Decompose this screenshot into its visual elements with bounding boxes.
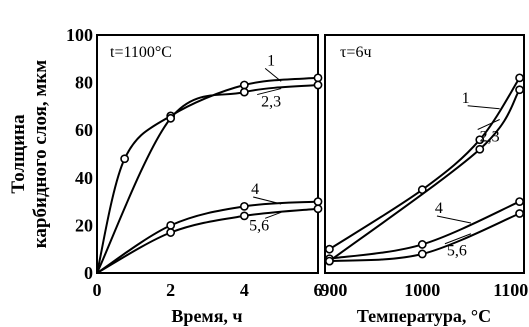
data-point [417, 240, 427, 249]
data-point [475, 144, 485, 154]
y-tick-label: 60 [75, 120, 93, 140]
x-tick-label: 1100 [493, 280, 528, 300]
x-tick-label: 6 [314, 280, 323, 300]
series-line [329, 200, 521, 260]
data-point [515, 209, 524, 218]
series-label: 5,6 [249, 217, 269, 234]
x-tick-label: 2 [166, 280, 175, 300]
temperature-panel-frame [324, 34, 525, 274]
series-label-leader [253, 196, 282, 205]
data-point [166, 220, 176, 230]
data-point [166, 228, 176, 237]
y-axis-title-line1: Толщина [8, 114, 29, 194]
y-tick-label: 20 [75, 215, 93, 235]
series-line [96, 84, 319, 274]
data-point [417, 249, 427, 259]
data-point [515, 197, 524, 206]
series-label-leader [264, 211, 282, 219]
x-tick-label: 1000 [404, 280, 440, 300]
y-tick-label: 100 [66, 25, 93, 45]
series-label: 1 [462, 90, 470, 107]
y-axis-title-line2: карбидного слоя, мкм [30, 60, 51, 249]
temperature-x-axis-title: Температура, °С [357, 306, 491, 326]
series-label-leader [444, 233, 472, 245]
series-label-leader [257, 88, 282, 96]
series-label: 2,3 [261, 94, 281, 111]
series-line [96, 200, 319, 274]
data-point [515, 85, 524, 95]
series-label-leader [477, 119, 500, 130]
data-point [325, 256, 334, 266]
time-panel-condition: t=1100°C [110, 44, 172, 61]
series-label: 2,3 [480, 128, 500, 145]
series-line [96, 207, 319, 274]
series-line [96, 76, 319, 274]
data-point [166, 113, 176, 123]
series-label-leader [467, 105, 500, 110]
data-point [239, 211, 249, 221]
x-tick-label: 0 [93, 280, 102, 300]
data-point [313, 80, 323, 90]
data-point [239, 80, 249, 90]
series-line [328, 89, 521, 262]
y-tick-label: 0 [84, 263, 93, 283]
data-point [475, 135, 485, 145]
y-tick-label: 40 [75, 168, 93, 188]
data-point [239, 201, 249, 211]
data-point [313, 73, 323, 83]
data-point [325, 244, 334, 254]
data-point [515, 73, 524, 83]
data-point [313, 204, 323, 214]
data-point [120, 154, 130, 164]
time-panel-plot: 0 2 4 6 1 2,3 4 5,6 [93, 52, 323, 300]
time-x-axis-title: Время, ч [171, 306, 242, 326]
series-label-leader [436, 215, 472, 224]
series-label: 1 [267, 52, 275, 69]
series-label: 4 [251, 181, 259, 198]
data-point [239, 87, 249, 97]
time-panel-frame [96, 34, 319, 274]
series-line [328, 77, 521, 251]
temperature-panel-condition: τ=6ч [340, 44, 372, 61]
x-tick-label: 4 [240, 280, 249, 300]
y-axis-title: Толщина карбидного слоя, мкм [8, 60, 51, 249]
y-tick-labels: 0 20 40 60 80 100 [66, 25, 93, 283]
series-label-leader [264, 68, 282, 82]
data-point [313, 197, 323, 206]
series-label: 5,6 [447, 243, 467, 260]
y-tick-label: 80 [75, 73, 93, 93]
temperature-panel-plot: 900 1000 1100 1 2,3 4 5,6 [320, 73, 528, 300]
series-label: 4 [435, 200, 443, 217]
x-tick-label: 900 [320, 280, 347, 300]
